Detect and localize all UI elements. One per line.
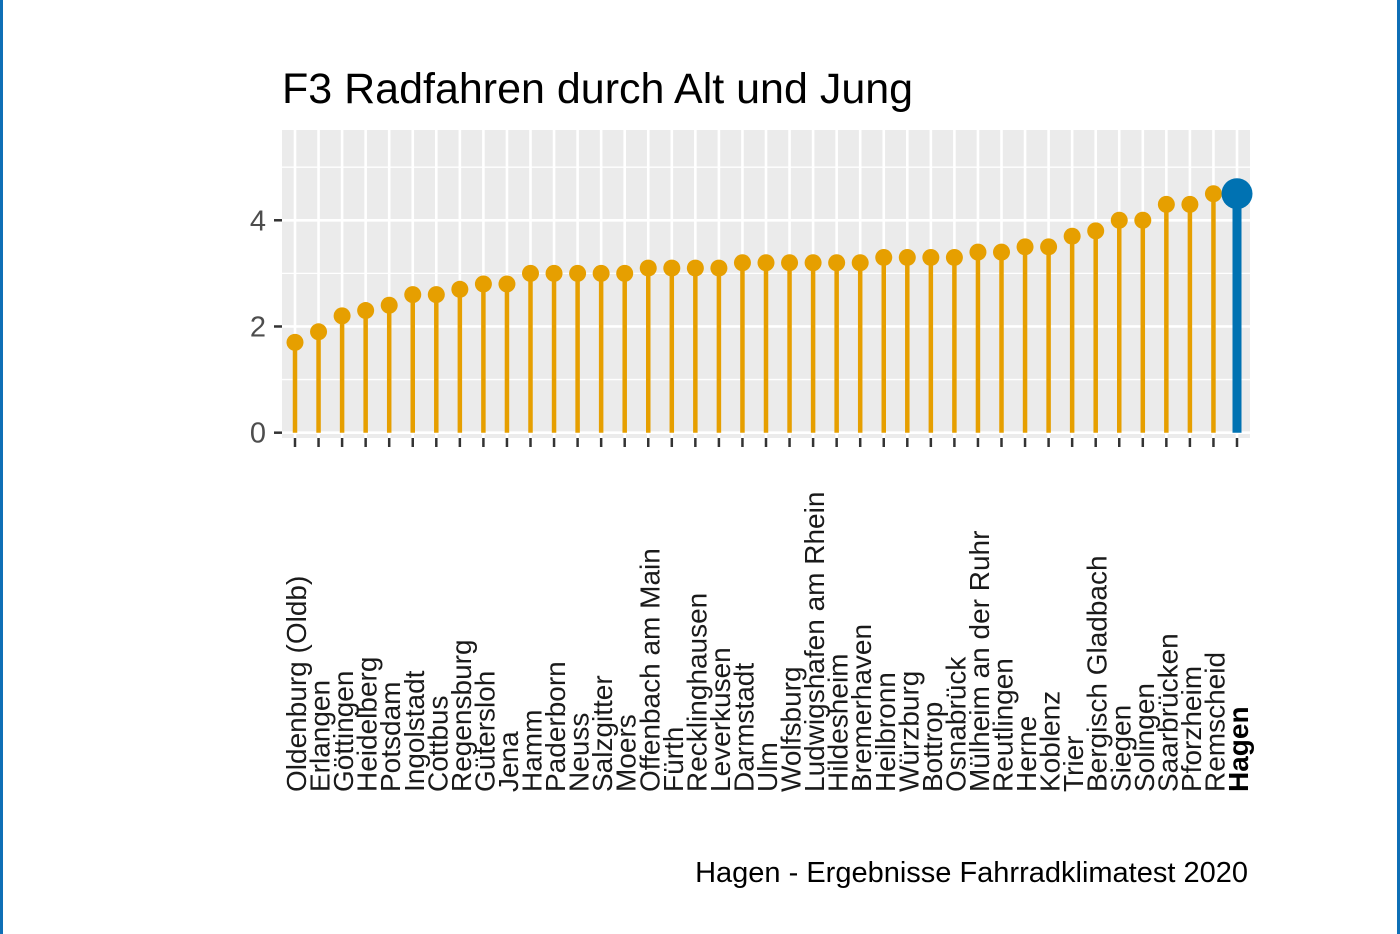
lollipop-point <box>474 275 492 293</box>
lollipop-point <box>993 243 1010 261</box>
lollipop-point <box>875 248 893 266</box>
lollipop-point <box>286 333 304 351</box>
lollipop-point <box>545 264 563 282</box>
lollipop-point <box>357 302 375 320</box>
lollipop-point <box>310 323 328 341</box>
chart-title: F3 Radfahren durch Alt und Jung <box>282 65 913 113</box>
x-tick-label: Ludwigshafen am Rhein <box>799 492 830 792</box>
lollipop-point <box>686 259 704 277</box>
x-tick-label: Bergisch Gladbach <box>1082 555 1113 792</box>
lollipop-point <box>1157 195 1175 213</box>
x-tick-label: Reutlingen <box>988 658 1019 792</box>
x-tick-label: Trier <box>1058 735 1089 792</box>
x-tick-label: Jena <box>493 731 524 792</box>
lollipop-point <box>1110 211 1128 229</box>
x-tick-label: Moers <box>611 714 642 792</box>
lollipop-point <box>498 275 516 293</box>
lollipop-point <box>616 264 634 282</box>
lollipop-point <box>733 254 751 272</box>
lollipop-point <box>1063 227 1081 245</box>
x-axis: Oldenburg (Oldb)ErlangenGöttingenHeidelb… <box>281 438 1254 792</box>
x-tick-label: Bottrop <box>917 702 948 792</box>
lollipop-point <box>1087 222 1105 240</box>
x-tick-label: Mülheim an der Ruhr <box>964 531 995 792</box>
lollipop-point <box>804 254 822 272</box>
x-tick-label: Salzgitter <box>587 675 618 792</box>
x-tick-label: Herne <box>1011 716 1042 792</box>
y-tick-label: 4 <box>250 205 266 237</box>
y-axis: 0 2 4 <box>250 205 282 450</box>
highlight-point <box>1221 178 1253 210</box>
lollipop-point <box>1016 238 1034 256</box>
x-tick-label: Bremerhaven <box>846 624 877 792</box>
x-tick-label: Osnabrück <box>940 656 971 792</box>
x-tick-label: Saarbrücken <box>1152 633 1183 792</box>
lollipop-point <box>569 264 587 282</box>
x-tick-label: Recklinghausen <box>681 593 712 792</box>
x-tick-label: Leverkusen <box>705 647 736 792</box>
lollipop-point <box>404 286 422 304</box>
x-tick-label: Oldenburg (Oldb) <box>281 576 312 792</box>
lollipop-point <box>781 254 799 272</box>
x-tick-label: Erlangen <box>305 680 336 792</box>
x-tick-label: Heilbronn <box>870 672 901 792</box>
lollipop-point <box>522 264 539 282</box>
lollipop-point <box>1134 211 1152 229</box>
x-tick-label: Ulm <box>752 742 783 792</box>
lollipop-point <box>898 248 916 266</box>
lollipop-point <box>427 286 445 304</box>
x-tick-label: Solingen <box>1129 683 1160 792</box>
lollipop-point <box>828 254 846 272</box>
x-tick-label: Würzburg <box>893 671 924 792</box>
lollipop-point <box>922 248 940 266</box>
x-tick-label: Ingolstadt <box>399 670 430 792</box>
lollipop-point <box>1204 185 1222 203</box>
x-tick-label: Cottbus <box>422 696 453 793</box>
x-tick-label: Göttingen <box>328 671 359 792</box>
x-tick-label: Gütersloh <box>469 671 500 792</box>
x-tick-label: Hildesheim <box>823 654 854 793</box>
x-tick-label: Regensburg <box>446 639 477 792</box>
x-tick-label: Remscheid <box>1199 652 1230 792</box>
y-tick-label: 2 <box>250 311 266 343</box>
lollipop-point <box>451 280 469 298</box>
lollipop-point <box>333 307 351 325</box>
x-tick-label: Darmstadt <box>728 663 759 792</box>
x-tick-label: Neuss <box>564 713 595 792</box>
x-tick-label: Siegen <box>1105 705 1136 792</box>
lollipop-point <box>710 259 728 277</box>
lollipop-points <box>286 178 1253 351</box>
x-tick-label: Heidelberg <box>352 657 383 792</box>
lollipop-point <box>592 264 610 282</box>
lollipop-point <box>945 248 963 266</box>
x-tick-label: Offenbach am Main <box>634 548 665 792</box>
lollipop-point <box>757 254 775 272</box>
lollipop-point <box>663 259 681 277</box>
lollipop-sticks <box>292 193 1242 433</box>
x-tick-label: Wolfsburg <box>776 666 807 792</box>
chart-caption: Hagen - Ergebnisse Fahrradklimatest 2020 <box>695 857 1248 889</box>
x-tick-label: Pforzheim <box>1176 666 1207 792</box>
x-tick-label: Paderborn <box>540 661 571 792</box>
x-tick-label: Fürth <box>658 727 689 792</box>
lollipop-point <box>851 254 869 272</box>
x-tick-label: Potsdam <box>375 682 406 793</box>
lollipop-point <box>380 296 398 314</box>
lollipop-point <box>1181 195 1199 213</box>
x-tick-label: Koblenz <box>1035 691 1066 792</box>
y-tick-label: 0 <box>250 418 266 450</box>
lollipop-point <box>969 243 987 261</box>
lollipop-point <box>639 259 657 277</box>
lollipop-point <box>1040 238 1058 256</box>
x-tick-label: Hagen <box>1223 706 1254 792</box>
x-tick-label: Hamm <box>517 710 548 792</box>
